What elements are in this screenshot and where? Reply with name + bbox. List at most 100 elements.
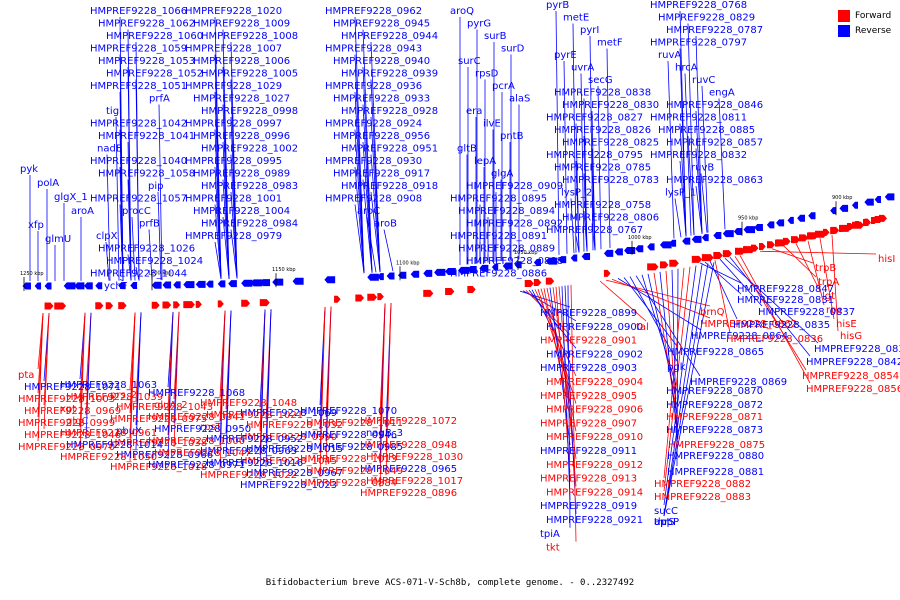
reverse-gene-label: surD (501, 44, 525, 55)
label-connector (319, 306, 326, 478)
label-connector (695, 185, 703, 234)
reverse-gene-arrow (34, 282, 42, 290)
reverse-gene-label: pyrI (580, 25, 599, 36)
reverse-gene-label: HMPREF9228_1023 (240, 480, 337, 491)
reverse-gene-arrow (691, 235, 702, 243)
reverse-gene-label: HMPREF9228_1053 (98, 56, 195, 67)
label-connector (714, 260, 731, 334)
label-connector (663, 263, 709, 517)
forward-gene-arrow (791, 236, 800, 244)
label-connector (370, 154, 381, 273)
genome-caption: Bifidobacterium breve ACS-071-V-Sch8b, c… (265, 578, 635, 588)
forward-gene-arrow (195, 300, 202, 308)
reverse-gene-label: ychF (104, 281, 128, 292)
reverse-gene-arrow (659, 241, 672, 249)
forward-gene-label: HMPREF9228_0871 (666, 412, 763, 423)
forward-gene-arrow (879, 214, 887, 222)
reverse-gene-arrow (884, 193, 895, 201)
reverse-gene-arrow (445, 268, 456, 276)
forward-gene-arrow (871, 216, 878, 224)
reverse-gene-label: HMPREF9228_1062 (98, 19, 195, 30)
reverse-gene-label: HMPREF9228_0919 (540, 501, 637, 512)
reverse-gene-arrow (173, 281, 181, 289)
reverse-gene-label: apt (654, 517, 670, 528)
forward-gene-arrow (334, 295, 341, 303)
reverse-gene-label: HMPREF9228_1007 (185, 44, 282, 55)
reverse-gene-arrow (635, 245, 644, 253)
reverse-gene-arrow (502, 262, 513, 270)
label-connector (131, 216, 136, 281)
reverse-gene-label: HMPREF9228_1059 (90, 44, 187, 55)
forward-gene-label: HMPREF9228_0862 (700, 319, 797, 330)
reverse-gene-label: HMPREF9228_0889 (458, 244, 555, 255)
reverse-gene-label: HMPREF9228_1068 (148, 388, 245, 399)
forward-gene-label: HMPREF9228_0970 (18, 442, 115, 453)
label-connector (383, 229, 394, 272)
forward-gene-arrow (775, 239, 782, 247)
label-connector (704, 261, 742, 295)
reverse-gene-arrow (839, 204, 849, 212)
reverse-gene-label: HMPREF9228_1066 (90, 6, 187, 17)
label-connector (570, 198, 575, 253)
reverse-gene-label: HMPREF9228_0768 (650, 0, 747, 11)
forward-gene-label: brnQ (700, 307, 725, 318)
label-connector (564, 285, 577, 515)
reverse-gene-label: HMPREF9228_1027 (193, 94, 290, 105)
reverse-gene-arrow (272, 278, 284, 286)
label-connector (561, 286, 571, 501)
forward-gene-arrow (659, 261, 669, 269)
forward-gene-arrow (799, 234, 809, 242)
reverse-gene-label: ruvC (692, 75, 715, 86)
forward-gene-label: HMPREF9228_0836 (726, 334, 823, 345)
label-connector (635, 275, 701, 377)
reverse-label: Reverse (855, 25, 892, 36)
forward-gene-label: HMPREF9228_0854 (802, 371, 899, 382)
reverse-gene-label: HMPREF9228_0797 (650, 38, 747, 49)
label-connector (567, 285, 571, 528)
label-connector (699, 262, 742, 284)
reverse-gene-label: HMPREF9228_0767 (546, 225, 643, 236)
connector-lines (29, 10, 877, 542)
reverse-gene-label: polA (37, 178, 59, 189)
label-connector (119, 279, 124, 281)
reverse-gene-label: HMPREF9228_1051 (90, 81, 187, 92)
reverse-gene-label: HMPREF9228_1024 (106, 256, 203, 267)
label-connector (663, 266, 691, 492)
reverse-gene-label: HMPREF9228_0908 (325, 194, 422, 205)
forward-gene-arrow (445, 288, 455, 296)
label-connector (709, 260, 738, 320)
reverse-gene-arrow (292, 277, 304, 285)
reverse-gene-label: lepA (474, 156, 496, 167)
forward-gene-label: HMPREF9228_0904 (546, 377, 643, 388)
forward-gene-arrow (173, 301, 181, 309)
label-connector (629, 276, 678, 362)
label-connector (354, 204, 365, 274)
reverse-gene-arrow (367, 273, 379, 281)
label-connector (555, 10, 560, 255)
forward-gene-label: HMPREF9228_0883 (654, 492, 751, 503)
reverse-gene-label: HMPREF9228_0811 (650, 113, 747, 124)
forward-gene-arrow (259, 299, 270, 307)
forward-gene-arrow (95, 302, 104, 310)
label-connector (366, 216, 377, 273)
forward-gene-arrow (783, 237, 791, 245)
reverse-gene-label: HMPREF9228_0826 (554, 125, 651, 136)
reverse-gene-arrow (647, 243, 655, 251)
reverse-gene-label: pntB (500, 131, 524, 142)
reverse-gene-label: HMPREF9228_1041 (98, 131, 195, 142)
forward-gene-arrow (151, 301, 160, 309)
label-connector (570, 284, 577, 542)
reverse-gene-label: xfp (28, 220, 44, 231)
reverse-gene-arrow (130, 281, 138, 289)
reverse-gene-label: HMPREF9228_0886 (450, 269, 547, 280)
reverse-gene-label: HMPREF9228_0989 (193, 169, 290, 180)
forward-gene-arrow (863, 219, 871, 227)
forward-gene-label: trpB (815, 263, 836, 274)
forward-gene-arrow (669, 259, 679, 267)
forward-gene-label: HMPREF9228_0913 (540, 474, 637, 485)
reverse-gene-arrow (624, 246, 636, 254)
forward-gene-label: tkt (546, 543, 560, 554)
reverse-gene-label: HMPREF9228_0888 (466, 256, 563, 267)
reverse-gene-label: HMPREF9228_0758 (554, 200, 651, 211)
reverse-gene-label: HMPREF9228_0842 (806, 357, 900, 368)
